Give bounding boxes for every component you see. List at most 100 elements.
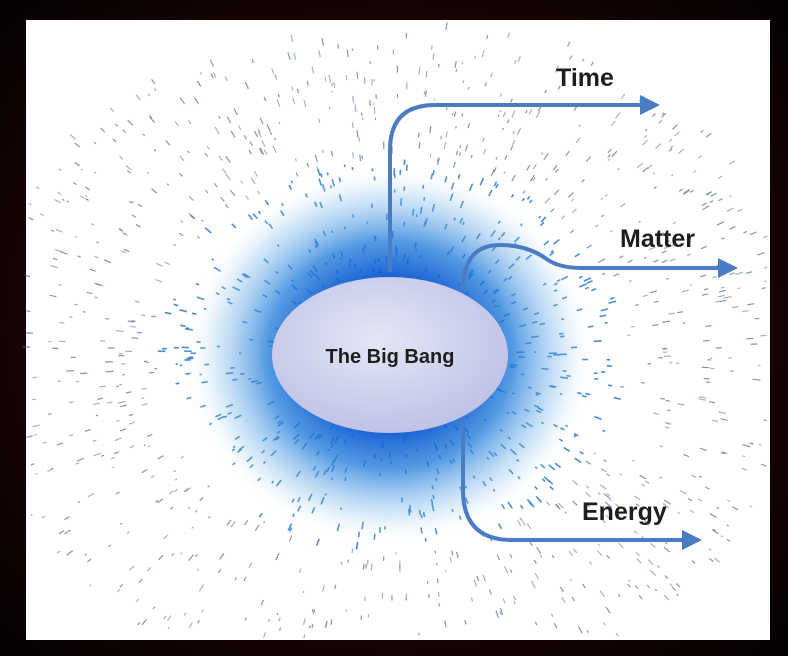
particle: [324, 76, 327, 82]
particle: [663, 246, 669, 250]
particle: [729, 225, 736, 230]
particle: [79, 195, 85, 199]
particle: [59, 321, 65, 324]
particle: [253, 170, 259, 177]
particle: [105, 370, 114, 373]
particle: [642, 294, 648, 298]
particle: [98, 385, 107, 388]
particle: [292, 97, 296, 105]
particle: [356, 71, 359, 79]
particle: [151, 79, 156, 85]
particle: [306, 162, 310, 168]
particle: [708, 548, 712, 551]
particle: [275, 552, 280, 561]
particle: [314, 154, 319, 163]
time-arrow: [388, 95, 660, 272]
particle: [617, 594, 621, 598]
particle: [445, 22, 448, 31]
particle: [647, 164, 653, 170]
particle: [94, 282, 101, 286]
particle: [554, 65, 560, 73]
particle: [54, 198, 61, 204]
particle: [637, 162, 644, 169]
particle: [654, 300, 659, 303]
particle: [710, 192, 717, 197]
particle: [243, 135, 247, 140]
particle: [134, 300, 141, 304]
particle: [206, 145, 210, 150]
particle: [143, 444, 147, 447]
particle: [452, 161, 456, 168]
particle: [511, 110, 516, 118]
particle: [155, 262, 164, 267]
particle: [464, 144, 469, 152]
particle: [689, 509, 695, 514]
particle: [295, 172, 299, 177]
particle: [337, 43, 340, 49]
particle: [94, 296, 98, 299]
particle: [459, 152, 462, 156]
particle: [50, 229, 55, 232]
particle: [619, 473, 623, 476]
particle: [151, 315, 157, 318]
particle: [602, 80, 606, 85]
particle: [610, 230, 613, 233]
particle: [354, 104, 357, 113]
particle: [511, 174, 516, 182]
particle: [137, 621, 141, 626]
particle: [604, 321, 608, 324]
particle: [225, 155, 231, 164]
particle: [147, 93, 151, 97]
particle: [700, 274, 707, 278]
particle: [600, 467, 607, 473]
particle: [519, 517, 522, 521]
particle: [607, 154, 611, 158]
particle: [720, 286, 725, 289]
particle: [30, 463, 35, 466]
output-label: Time: [556, 64, 614, 92]
particle: [664, 541, 668, 545]
particle: [347, 559, 350, 563]
particle: [543, 152, 549, 160]
particle: [41, 515, 46, 519]
particle: [603, 493, 611, 499]
particle: [608, 300, 617, 305]
particle: [600, 308, 609, 312]
particle: [127, 119, 134, 126]
particle: [249, 141, 253, 147]
particle: [311, 66, 315, 74]
particle: [633, 495, 641, 501]
particle: [665, 399, 671, 402]
particle: [522, 190, 526, 194]
particle: [123, 248, 130, 253]
particle: [248, 149, 252, 155]
particle: [89, 584, 92, 587]
particle: [539, 221, 545, 227]
particle: [493, 181, 498, 187]
particle: [48, 413, 52, 415]
particle: [584, 491, 592, 498]
particle: [180, 552, 183, 555]
particle: [274, 73, 278, 80]
particle: [125, 391, 132, 394]
particle: [607, 158, 611, 161]
particle: [122, 129, 126, 134]
particle: [125, 164, 132, 171]
particle: [191, 526, 194, 529]
particle: [30, 514, 33, 517]
particle: [218, 115, 221, 119]
particle: [57, 191, 62, 196]
particle: [76, 457, 85, 462]
particle: [683, 188, 691, 194]
particle: [418, 142, 421, 149]
particle: [84, 195, 88, 198]
particle: [180, 455, 184, 459]
particle: [454, 60, 457, 69]
particle: [141, 397, 145, 400]
particle: [629, 280, 632, 283]
particle: [50, 467, 54, 470]
particle: [434, 550, 437, 554]
particle: [196, 568, 200, 571]
particle: [116, 419, 120, 422]
particle: [645, 480, 650, 484]
